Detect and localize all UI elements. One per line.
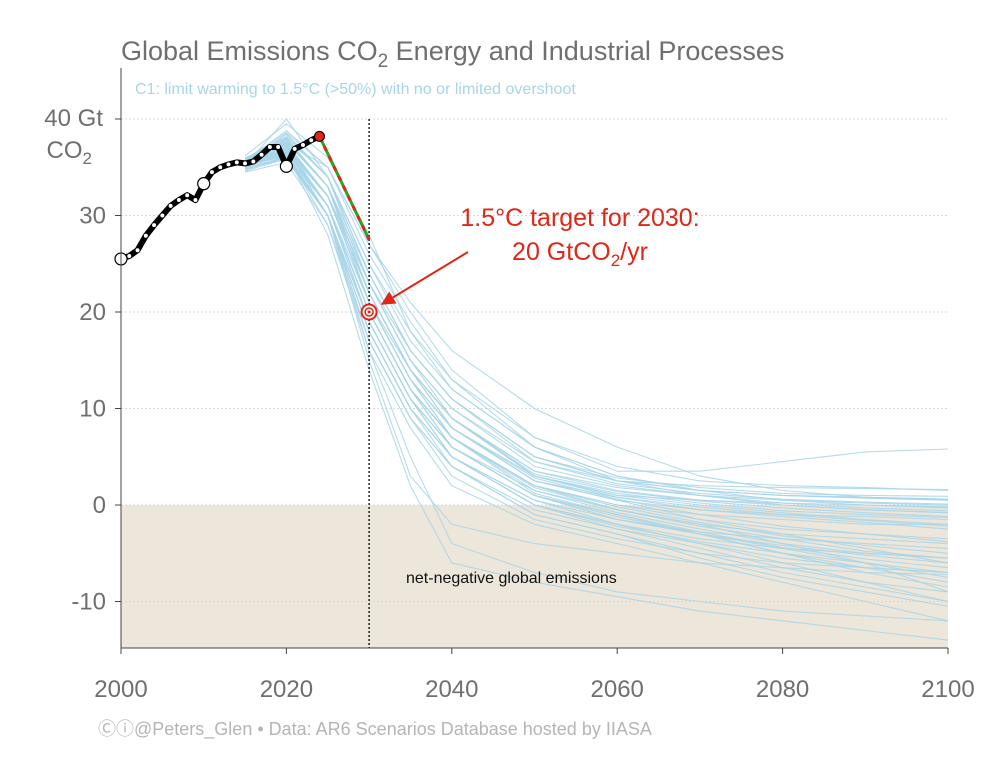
historical-point [168, 203, 173, 208]
historical-point [185, 193, 190, 198]
historical-point [309, 138, 314, 143]
x-tick-label: 2040 [425, 676, 478, 703]
scenario-line [244, 151, 949, 588]
y-tick-label: 30 [79, 203, 106, 230]
scenario-line [244, 143, 949, 518]
target-ring-inner [364, 307, 374, 317]
scenario-line [244, 135, 949, 509]
historical-point [292, 146, 297, 151]
historical-point [176, 198, 181, 203]
y-axis-ticks: 30 20 10 0 -10 [71, 118, 121, 616]
y-tick-label: 20 [79, 299, 106, 326]
target-annotation-line1: 1.5°C target for 2030: [460, 204, 699, 232]
historical-point [259, 152, 264, 157]
historical-point [243, 161, 248, 166]
latest-point [313, 130, 325, 142]
scenario-line [244, 138, 949, 505]
historical-point [300, 143, 305, 148]
y-tick-label: -10 [71, 589, 106, 616]
scenario-line [244, 155, 949, 574]
credit-line: Ⓒⓘ@Peters_Glen • Data: AR6 Scenarios Dat… [98, 719, 652, 740]
historical-point [193, 198, 198, 203]
scenario-line [244, 136, 949, 492]
historical-point [127, 254, 132, 259]
y-tick-label: 10 [79, 396, 106, 423]
y-tick-label: 0 [93, 492, 106, 519]
historical-line [120, 133, 321, 262]
x-tick-label: 2000 [94, 676, 147, 703]
scenario-line [244, 133, 949, 500]
scenario-lines [244, 118, 949, 641]
scenario-line [244, 154, 949, 622]
scenario-line [244, 118, 949, 508]
x-tick-label: 2060 [591, 676, 644, 703]
historical-point [226, 162, 231, 167]
current-trend-line [318, 135, 371, 241]
x-axis-ticks: 2000 2020 2040 2060 2080 2100 [94, 648, 975, 703]
historical-point [135, 248, 140, 253]
chart-title: Global Emissions CO2 Energy and Industri… [121, 36, 784, 72]
x-tick-label: 2020 [260, 676, 313, 703]
chart-subtitle: C1: limit warming to 1.5°C (>50%) with n… [135, 81, 576, 98]
milestone-point [197, 177, 211, 191]
scenario-line [244, 142, 949, 472]
historical-point [143, 233, 148, 238]
target-annotation-line2: 20 GtCO2/yr [512, 238, 648, 270]
scenario-line [244, 129, 949, 514]
historical-point [251, 159, 256, 164]
milestone-point [279, 159, 293, 173]
scenario-line [244, 138, 949, 506]
annotation-arrow [380, 251, 469, 305]
historical-point [209, 170, 214, 175]
historical-point [267, 144, 272, 149]
historical-point [160, 213, 165, 218]
x-tick-label: 2100 [921, 676, 974, 703]
net-negative-label: net-negative global emissions [406, 570, 617, 587]
scenario-line [244, 153, 949, 641]
trend-line-red [318, 135, 371, 241]
historical-point [234, 160, 239, 165]
historical-point [276, 144, 281, 149]
historical-point [218, 165, 223, 170]
y-axis-label-line2: CO2 [47, 137, 92, 168]
scenario-line [244, 132, 949, 501]
scenario-line [244, 131, 949, 501]
historical-emissions-line [114, 130, 325, 266]
x-tick-label: 2080 [756, 676, 809, 703]
target-dot [367, 310, 371, 314]
scenario-line [244, 137, 949, 497]
historical-point [152, 223, 157, 228]
y-axis-label-line1: 40 Gt [44, 105, 103, 132]
target-2030-marker [360, 303, 378, 321]
